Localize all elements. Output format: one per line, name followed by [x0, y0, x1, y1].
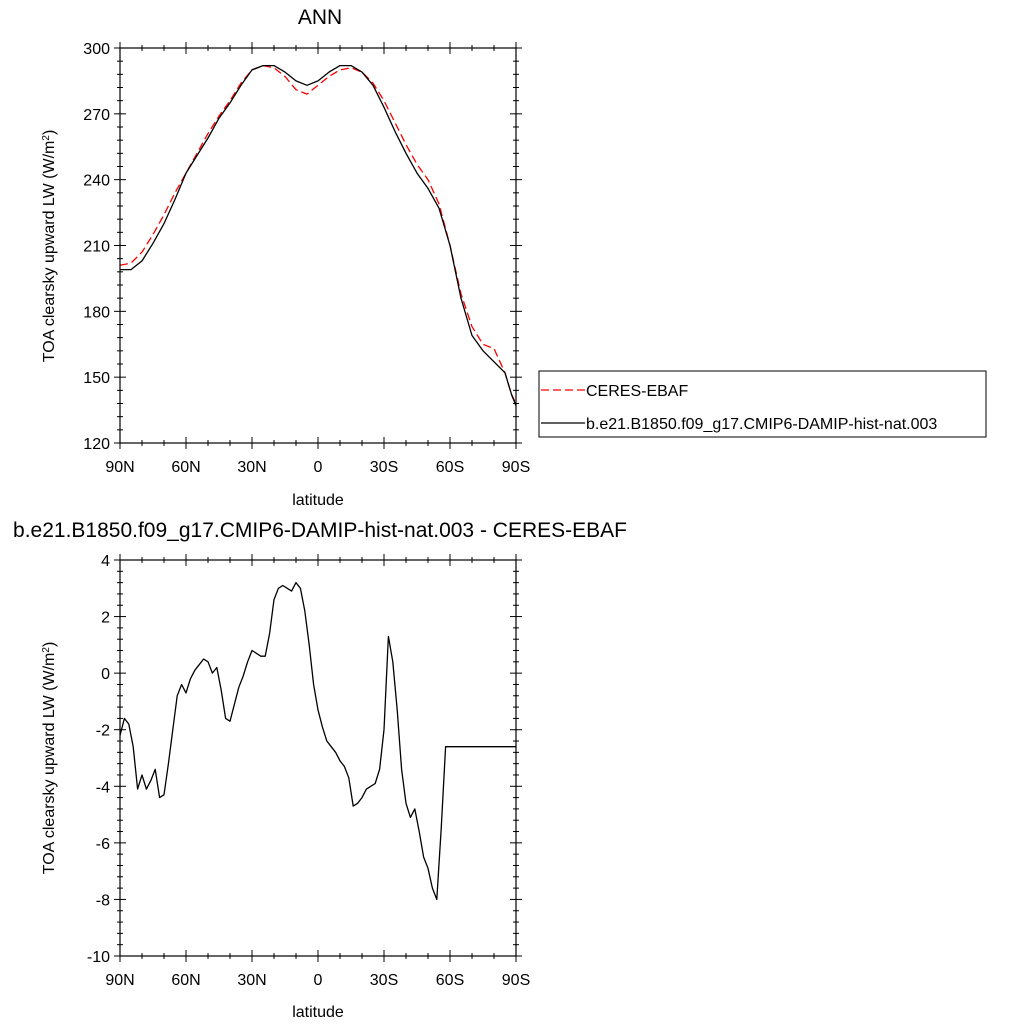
y-tick-label: -6 [96, 836, 110, 853]
lower-x-axis-label: latitude [292, 1004, 344, 1021]
x-tick-label: 30N [237, 972, 266, 989]
lower-series-lines [119, 581, 516, 901]
y-tick-label: -2 [96, 723, 110, 740]
upper-panel: ANN TOA clearsky upward LW (W/m2) latitu… [41, 6, 531, 509]
model-line [120, 64, 517, 406]
x-tick-label: 30S [370, 459, 398, 476]
difference-line [119, 581, 516, 901]
x-tick-label: 90S [502, 459, 530, 476]
y-tick-label: -8 [96, 892, 110, 909]
x-tick-label: 60N [171, 459, 200, 476]
lower-axis-ticks: -10 -8 -6 -4 -2 0 2 4 90N 60N 30N 0 30S 60S 90S [87, 553, 530, 989]
x-tick-label: 30N [237, 459, 266, 476]
legend-box [538, 370, 987, 438]
upper-plot-frame [119, 47, 517, 444]
y-tick-label: 150 [83, 370, 110, 387]
y-tick-label: 210 [83, 239, 110, 256]
legend-label-model: b.e21.B1850.f09_g17.CMIP6-DAMIP-hist-nat… [586, 416, 937, 433]
x-tick-label: 60S [436, 972, 464, 989]
upper-series-lines [119, 64, 517, 406]
lower-plot-frame [119, 559, 517, 957]
y-tick-label: 2 [101, 610, 110, 627]
y-tick-label: 4 [101, 553, 110, 570]
lower-y-axis-label: TOA clearsky upward LW (W/m2) [41, 642, 59, 875]
y-tick-label: 270 [83, 107, 110, 124]
y-tick-label: -10 [87, 949, 110, 966]
lower-chart-title: b.e21.B1850.f09_g17.CMIP6-DAMIP-hist-nat… [13, 519, 627, 542]
x-tick-label: 30S [370, 972, 398, 989]
x-tick-label: 0 [314, 459, 323, 476]
y-tick-label: 300 [83, 41, 110, 58]
x-tick-label: 90N [105, 459, 134, 476]
upper-chart-title: ANN [298, 6, 342, 29]
ceres-ebaf-line [119, 64, 517, 404]
x-tick-label: 0 [314, 972, 323, 989]
x-tick-label: 90N [105, 972, 134, 989]
y-tick-label: 0 [101, 666, 110, 683]
y-tick-label: -4 [96, 779, 110, 796]
x-tick-label: 90S [502, 972, 530, 989]
upper-x-axis-label: latitude [292, 492, 344, 509]
y-tick-label: 240 [83, 173, 110, 190]
y-tick-label: 180 [83, 304, 110, 321]
lower-panel: b.e21.B1850.f09_g17.CMIP6-DAMIP-hist-nat… [13, 519, 627, 1021]
upper-y-axis-label: TOA clearsky upward LW (W/m2) [41, 130, 59, 363]
upper-axis-ticks: 120 150 180 210 240 270 300 90N 60N 30N 0 30S 60S 90S [83, 41, 530, 476]
x-tick-label: 60S [436, 459, 464, 476]
legend: CERES-EBAF b.e21.B1850.f09_g17.CMIP6-DAM… [538, 370, 987, 438]
y-tick-label: 120 [83, 436, 110, 453]
x-tick-label: 60N [171, 972, 200, 989]
legend-label-ceres: CERES-EBAF [586, 383, 688, 400]
